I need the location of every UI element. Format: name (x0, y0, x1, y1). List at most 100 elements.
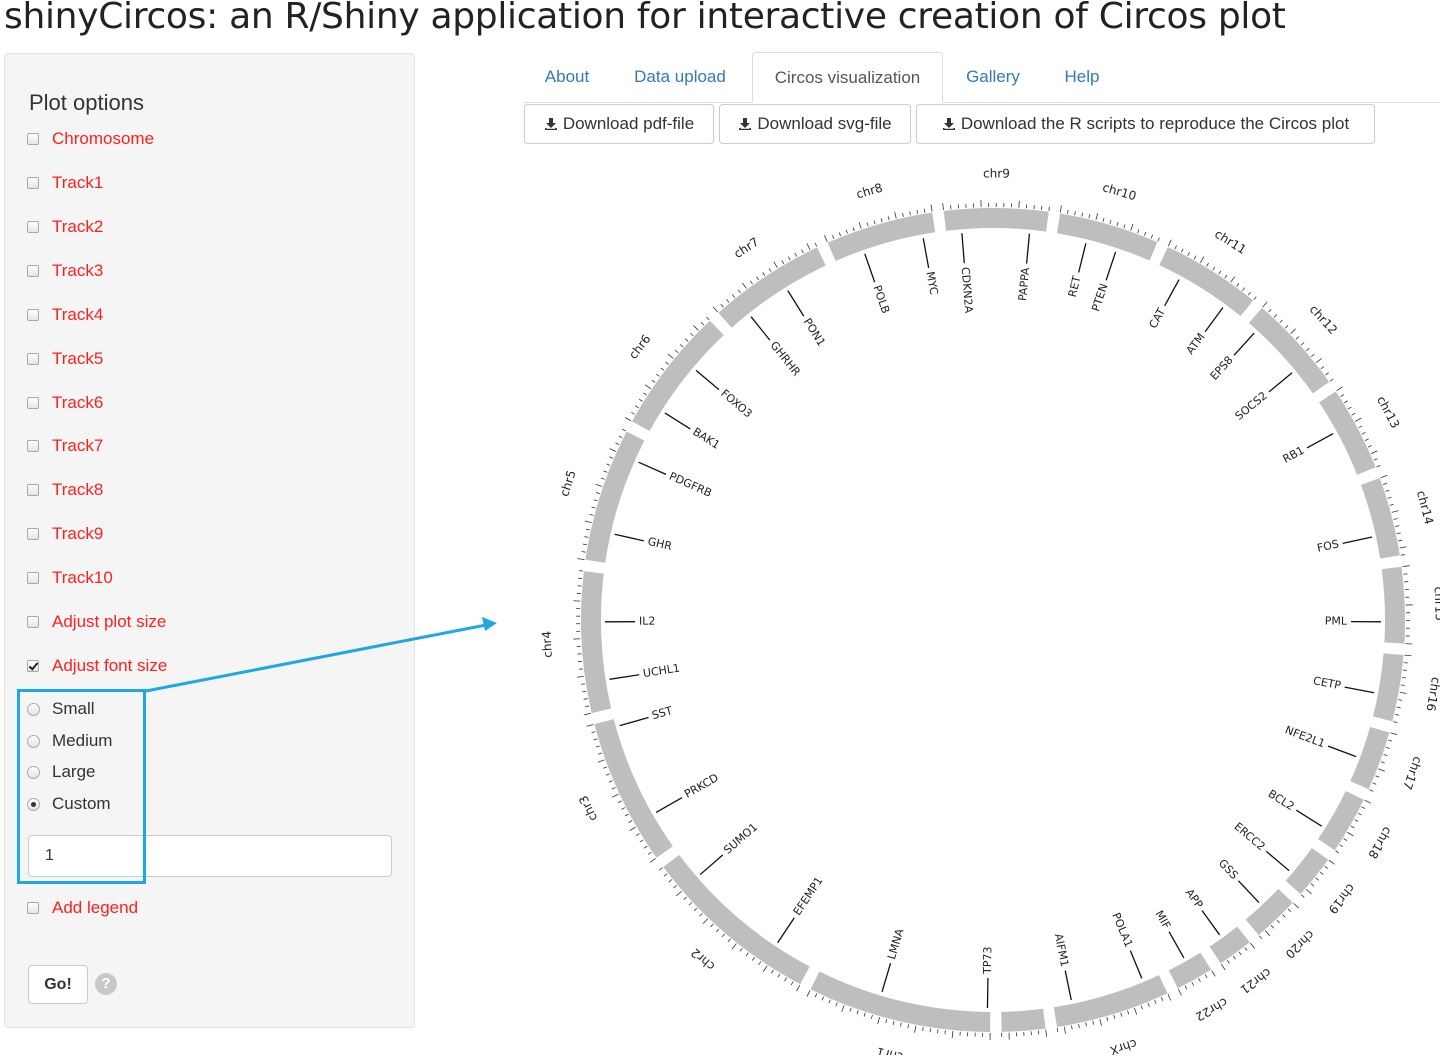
axis-tick (1364, 799, 1372, 804)
font-size-small[interactable]: Small (27, 698, 95, 720)
axis-tick (1357, 812, 1362, 816)
option-add-legend[interactable]: Add legend (27, 897, 138, 919)
axis-tick (1375, 775, 1380, 778)
axis-tick (1369, 789, 1374, 792)
axis-tick (1398, 699, 1403, 701)
axis-tick (777, 973, 781, 978)
axis-tick (1167, 993, 1172, 1001)
adjust-font-size-checkbox[interactable] (27, 660, 39, 672)
option-chromosome[interactable]: Chromosome (27, 128, 154, 150)
track3-checkbox[interactable] (27, 265, 39, 277)
option-adjust-plot-size[interactable]: Adjust plot size (27, 611, 166, 633)
track9-checkbox[interactable] (27, 528, 39, 540)
track2-checkbox[interactable] (27, 221, 39, 233)
tab-help[interactable]: Help (1064, 67, 1100, 86)
axis-tick (1157, 237, 1160, 242)
axis-tick (1378, 768, 1385, 772)
axis-tick (1354, 417, 1362, 422)
axis-tick (693, 325, 699, 331)
gene-connector (664, 412, 691, 430)
option-track6[interactable]: Track6 (27, 392, 103, 414)
track10-checkbox[interactable] (27, 572, 39, 584)
axis-tick (790, 981, 794, 986)
axis-tick (600, 477, 605, 480)
tab-gallery[interactable]: Gallery (966, 67, 1020, 86)
axis-tick (1226, 959, 1230, 964)
axis-tick (1099, 1018, 1102, 1026)
axis-tick (739, 948, 743, 952)
axis-tick (727, 938, 731, 943)
tab-circos-visualization[interactable]: Circos visualization (752, 52, 943, 103)
option-track2[interactable]: Track2 (27, 216, 103, 238)
track1-checkbox[interactable] (27, 177, 39, 189)
axis-tick (1361, 432, 1366, 435)
axis-tick (1140, 1005, 1143, 1010)
chromosome-label: chr16 (1424, 676, 1440, 712)
font-size-medium[interactable]: Medium (27, 730, 112, 752)
option-label: Chromosome (52, 129, 155, 148)
small-radio[interactable] (27, 702, 40, 716)
go-button[interactable]: Go! (28, 965, 88, 1004)
axis-tick (873, 220, 876, 225)
gene-connector (1078, 243, 1087, 273)
option-track10[interactable]: Track10 (27, 567, 113, 589)
chromosome-label: chr20 (1283, 927, 1318, 961)
axis-tick (1085, 1022, 1087, 1027)
ideogram-chr8 (827, 212, 936, 261)
font-size-custom[interactable]: Custom (27, 793, 111, 815)
axis-tick (1295, 336, 1300, 340)
adjust-plot-size-checkbox[interactable] (27, 616, 39, 628)
download-svg-button[interactable]: Download svg-file (719, 104, 911, 144)
custom-font-size-input[interactable] (28, 835, 392, 877)
large-radio[interactable] (27, 765, 40, 779)
custom-radio[interactable] (27, 797, 40, 811)
axis-tick (585, 528, 591, 531)
axis-tick (635, 833, 640, 836)
option-track7[interactable]: Track7 (27, 435, 103, 457)
track7-checkbox[interactable] (27, 440, 39, 452)
axis-tick (731, 294, 736, 298)
ideogram-chr18 (1318, 790, 1364, 851)
gene-connector (787, 290, 805, 317)
tab-about[interactable]: About (544, 67, 590, 86)
gene-label: BAK1 (690, 425, 722, 452)
chromosome-label: chr15 (1432, 586, 1440, 621)
option-track9[interactable]: Track9 (27, 523, 103, 545)
main-tabs: About Data upload Circos visualization G… (524, 52, 1440, 103)
option-track3[interactable]: Track3 (27, 260, 103, 282)
track5-checkbox[interactable] (27, 353, 39, 365)
axis-tick (1290, 328, 1296, 334)
axis-tick (1242, 287, 1246, 292)
help-icon[interactable]: ? (95, 973, 117, 995)
axis-tick (639, 839, 644, 843)
track4-checkbox[interactable] (27, 309, 39, 321)
axis-tick (710, 923, 714, 928)
medium-radio[interactable] (27, 734, 40, 748)
axis-tick (665, 361, 669, 365)
download-r-scripts-button[interactable]: Download the R scripts to reproduce the … (916, 104, 1375, 144)
axis-tick (603, 470, 608, 473)
option-track4[interactable]: Track4 (27, 304, 103, 326)
axis-tick (742, 282, 747, 289)
chromosome-label: chr7 (731, 235, 761, 261)
font-size-large[interactable]: Large (27, 761, 95, 783)
axis-tick (584, 520, 592, 524)
axis-tick (1310, 353, 1315, 358)
track6-checkbox[interactable] (27, 397, 39, 409)
axis-tick (745, 952, 749, 957)
axis-tick (1071, 1025, 1073, 1030)
option-track5[interactable]: Track5 (27, 348, 103, 370)
option-track1[interactable]: Track1 (27, 172, 103, 194)
option-track8[interactable]: Track8 (27, 479, 103, 501)
tab-data-upload[interactable]: Data upload (634, 67, 726, 86)
track8-checkbox[interactable] (27, 484, 39, 496)
gene-label: ATM (1184, 331, 1208, 357)
axis-tick (1250, 942, 1256, 949)
axis-tick (1177, 988, 1182, 996)
axis-tick (1343, 838, 1348, 841)
add-legend-checkbox[interactable] (27, 902, 39, 914)
option-adjust-font-size[interactable]: Adjust font size (27, 655, 167, 677)
download-pdf-button[interactable]: Download pdf-file (524, 104, 714, 144)
gene-label: CDKN2A (959, 267, 976, 314)
chromosome-checkbox[interactable] (27, 133, 39, 145)
